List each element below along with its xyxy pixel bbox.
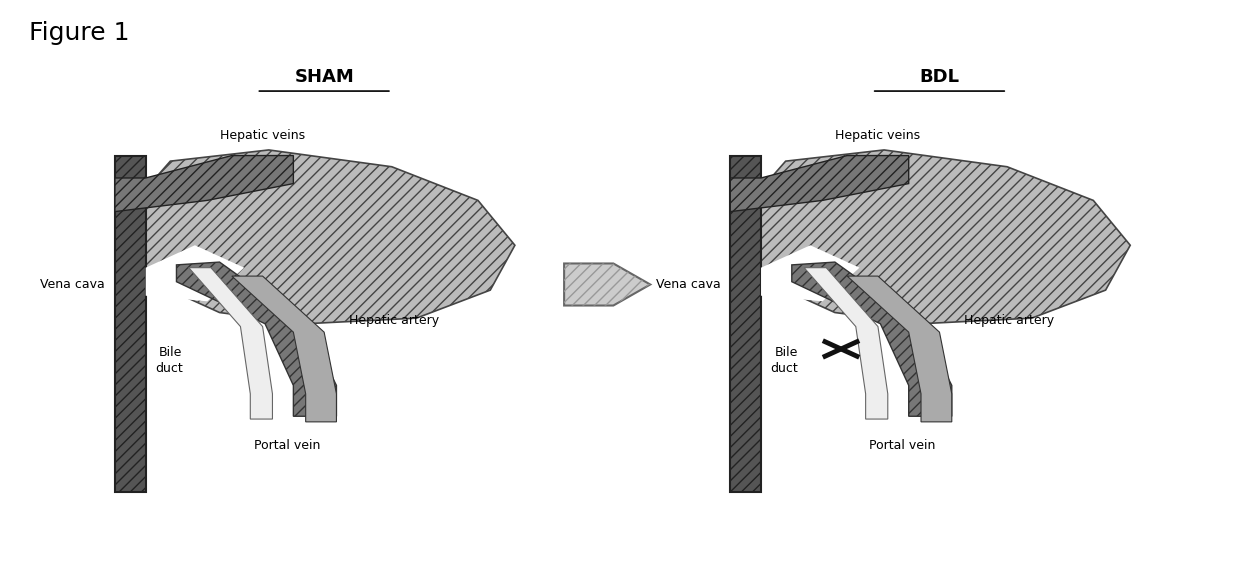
Text: Portal vein: Portal vein [870,439,935,452]
Text: SHAM: SHAM [295,68,354,86]
Text: Hepatic veins: Hepatic veins [219,129,305,142]
Polygon shape [188,267,273,419]
Polygon shape [115,155,294,212]
Polygon shape [761,150,1130,324]
Polygon shape [232,276,337,422]
Text: Figure 1: Figure 1 [28,21,129,45]
Text: Hepatic artery: Hepatic artery [964,315,1054,327]
Polygon shape [804,267,888,419]
Polygon shape [792,262,952,417]
Polygon shape [847,276,952,422]
Text: Bile
duct: Bile duct [771,346,798,375]
Polygon shape [146,245,244,302]
Bar [115,155,146,492]
Polygon shape [146,150,515,324]
Text: Bile
duct: Bile duct [155,346,182,375]
Text: Vena cava: Vena cava [655,278,720,291]
Text: Vena cava: Vena cava [41,278,105,291]
Text: Portal vein: Portal vein [254,439,321,452]
Bar [730,155,761,492]
Polygon shape [730,155,908,212]
FancyArrow shape [564,263,650,306]
Text: Hepatic veins: Hepatic veins [835,129,921,142]
Polygon shape [176,262,337,417]
Text: BDL: BDL [919,68,959,86]
Text: Hepatic artery: Hepatic artery [348,315,439,327]
Polygon shape [761,245,860,302]
